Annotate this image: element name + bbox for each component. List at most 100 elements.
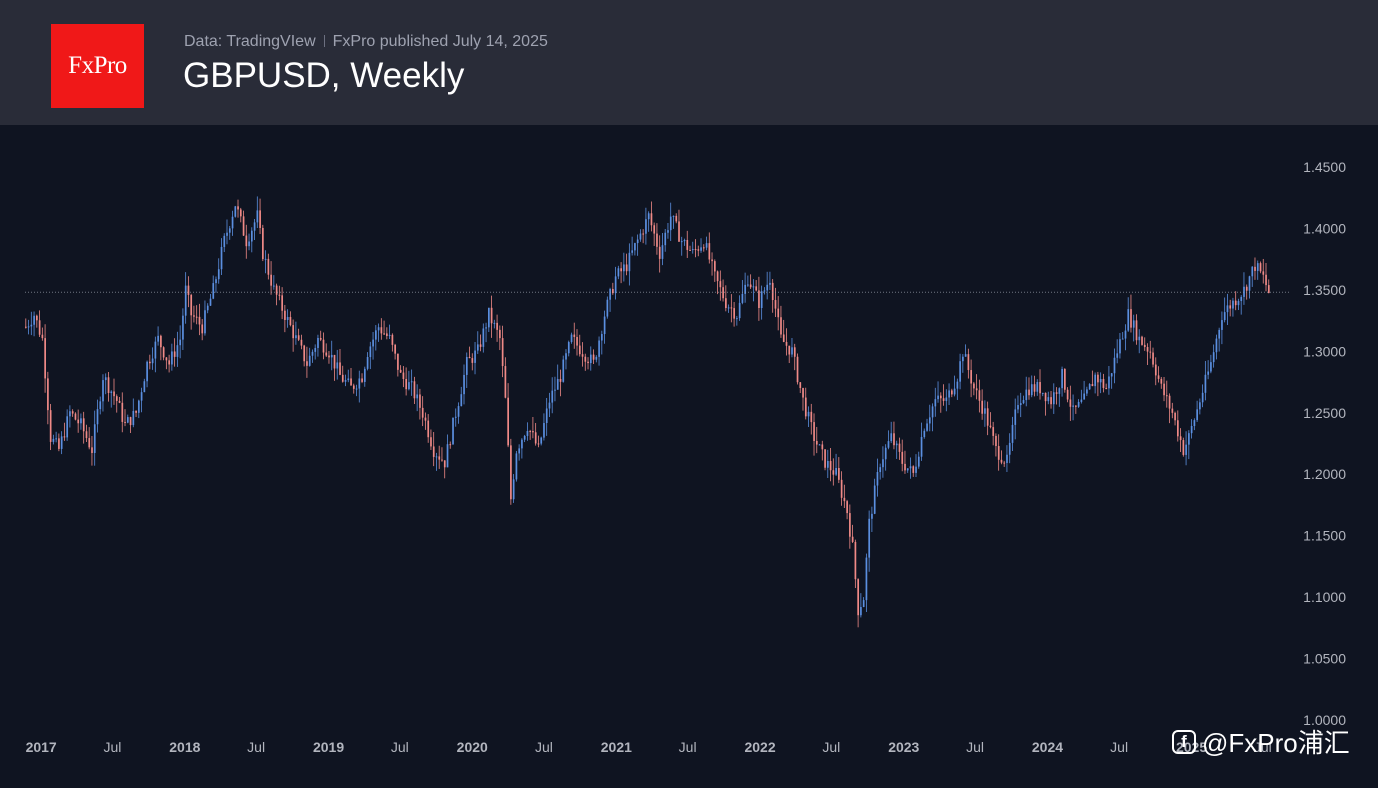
x-tick-label: 2017	[26, 739, 57, 755]
candle-body	[410, 381, 413, 383]
candle-body	[573, 334, 576, 337]
x-axis: 2017 Jul 2018 Jul 2019 Jul 2020 Jul 2021 Jul 2022 J…	[26, 739, 1272, 755]
candle-body	[1064, 368, 1066, 390]
candle-body	[595, 356, 598, 360]
candle-body	[355, 388, 358, 390]
candle-body	[752, 286, 755, 288]
candle-body	[656, 233, 658, 247]
candle-body	[791, 347, 793, 355]
x-tick-label: Jul	[1254, 739, 1272, 755]
candle-body	[826, 460, 829, 468]
data-source: Data: TradingVIew	[184, 33, 316, 50]
candle-body	[212, 283, 215, 299]
candle-body	[52, 438, 55, 442]
candle-body	[1091, 384, 1094, 387]
candle-body	[1099, 378, 1102, 383]
candle-body	[482, 328, 485, 347]
candle-body	[121, 402, 124, 422]
candle-body	[559, 378, 562, 382]
candle-body	[534, 432, 537, 444]
candle-body	[93, 424, 96, 454]
candle-body	[1127, 309, 1130, 331]
candle-body	[1163, 383, 1165, 396]
candle-body	[468, 356, 471, 359]
candle-body	[432, 446, 435, 457]
candle-body	[766, 284, 769, 291]
candle-body	[895, 443, 898, 446]
candle-body	[314, 347, 317, 352]
candle-body	[1135, 320, 1138, 341]
price-chart[interactable]: 1.4500 1.4000 1.3500 1.3000 1.2500 1.2000 1.15…	[0, 125, 1378, 788]
candle-body	[262, 227, 264, 260]
candle-body	[1204, 374, 1207, 393]
candle-body	[901, 451, 904, 464]
candle-body	[1240, 296, 1243, 302]
candle-body	[1207, 371, 1210, 375]
candle-body	[1182, 440, 1185, 455]
candle-body	[545, 408, 548, 424]
candle-body	[1000, 459, 1003, 463]
candle-body	[504, 366, 507, 398]
candle-body	[758, 290, 760, 309]
y-tick-label: 1.0500	[1303, 651, 1346, 667]
app-logo-icon: f	[1172, 729, 1196, 754]
candle-body	[815, 440, 818, 445]
candle-body	[975, 388, 978, 391]
candle-body	[1019, 403, 1022, 406]
candle-body	[485, 327, 487, 329]
candle-body	[245, 235, 248, 247]
candle-body	[1017, 405, 1019, 410]
candle-body	[650, 213, 653, 226]
candle-body	[328, 355, 330, 358]
candle-body	[945, 397, 948, 401]
candle-body	[358, 378, 361, 389]
y-axis: 1.4500 1.4000 1.3500 1.3000 1.2500 1.2000 1.15…	[1303, 159, 1346, 728]
candle-body	[234, 206, 237, 217]
candle-body	[984, 408, 986, 414]
x-tick-label: 2023	[888, 739, 919, 755]
candle-body	[1119, 339, 1121, 354]
candle-body	[813, 422, 815, 441]
candle-body	[733, 308, 735, 319]
candle-body	[419, 394, 421, 408]
candle-body	[1041, 392, 1044, 394]
candle-body	[556, 378, 559, 390]
candle-body	[821, 444, 824, 450]
x-tick-label: 2020	[457, 739, 488, 755]
candle-body	[584, 356, 587, 362]
candle-body	[512, 479, 515, 500]
candle-body	[843, 497, 846, 502]
candle-body	[708, 243, 711, 260]
candle-body	[140, 392, 143, 401]
candle-body	[1265, 274, 1267, 286]
candle-body	[1003, 462, 1006, 464]
candle-body	[471, 358, 474, 363]
candle-body	[722, 287, 724, 299]
candle-body	[769, 282, 771, 285]
candle-body	[854, 541, 857, 580]
candle-body	[928, 417, 931, 424]
candle-body	[744, 284, 747, 294]
candle-body	[711, 259, 713, 262]
candle-body	[578, 345, 581, 355]
candle-body	[1097, 374, 1099, 383]
candle-body	[840, 479, 843, 498]
candle-body	[714, 261, 716, 272]
candle-body	[1105, 387, 1108, 389]
candle-body	[322, 339, 325, 353]
candle-body	[375, 330, 377, 340]
candle-body	[986, 408, 989, 426]
fxpro-logo[interactable]: FxPro	[51, 24, 144, 108]
candle-body	[510, 445, 512, 500]
y-tick-label: 1.4000	[1303, 220, 1346, 236]
candle-body	[394, 344, 397, 354]
candle-body	[74, 413, 77, 420]
candle-body	[366, 357, 369, 369]
candle-body	[143, 381, 146, 393]
candle-body	[217, 269, 220, 280]
candle-body	[1160, 378, 1163, 384]
candle-body	[1152, 352, 1154, 365]
x-tick-label: Jul	[966, 739, 984, 755]
candle-body	[661, 245, 664, 259]
y-tick-label: 1.3500	[1303, 282, 1346, 298]
